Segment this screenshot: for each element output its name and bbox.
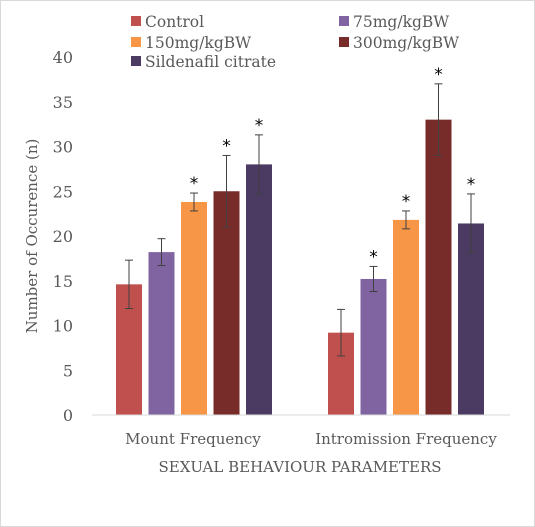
- x-category-label: Intromission Frequency: [315, 430, 497, 448]
- y-tick-label: 20: [53, 227, 73, 246]
- y-tick-label: 5: [63, 361, 73, 380]
- y-tick-label: 15: [53, 272, 73, 291]
- legend-label: 300mg/kgBW: [353, 34, 459, 52]
- legend: Control 75mg/kgBW 150mg/kgBW 300mg/kgBW Sild…: [131, 13, 459, 71]
- legend-swatch: [131, 37, 141, 47]
- y-tick-label: 0: [63, 406, 73, 425]
- x-category-label: Mount Frequency: [125, 430, 261, 448]
- y-tick-label: 10: [53, 317, 73, 336]
- bar: [425, 119, 452, 416]
- legend-label: Sildenafil citrate: [145, 53, 276, 71]
- bar: [213, 191, 240, 415]
- legend-swatch: [131, 56, 141, 66]
- x-axis-title: SEXUAL BEHAVIOUR PARAMETERS: [158, 458, 441, 476]
- legend-swatch: [131, 16, 141, 26]
- y-tick-label: 25: [53, 182, 73, 201]
- legend-label: Control: [145, 13, 204, 31]
- significance-marker: *: [255, 116, 264, 136]
- significance-marker: *: [402, 192, 411, 212]
- y-axis-title: Number of Occurence (n): [23, 139, 41, 334]
- x-axis-categories: Mount Frequency Intromission Frequency: [125, 430, 497, 448]
- significance-marker: *: [434, 65, 443, 85]
- bar: [393, 219, 419, 415]
- y-tick-label: 30: [53, 138, 73, 157]
- bar: [246, 164, 272, 415]
- significance-marker: *: [369, 247, 378, 267]
- significance-marker: *: [467, 175, 476, 195]
- legend-swatch: [339, 16, 349, 26]
- significance-marker: *: [190, 174, 199, 194]
- bar: [148, 252, 175, 415]
- legend-label: 150mg/kgBW: [145, 34, 251, 52]
- legend-swatch: [339, 37, 349, 47]
- bars: * * * * * * *: [116, 65, 484, 416]
- y-axis-ticks: 0 5 10 15 20 25 30 35 40: [53, 48, 73, 425]
- y-tick-label: 40: [53, 48, 73, 67]
- bar: [458, 223, 484, 415]
- bar: [360, 278, 387, 415]
- y-tick-label: 35: [53, 93, 73, 112]
- significance-marker: *: [222, 136, 231, 156]
- bar: [181, 201, 207, 415]
- legend-label: 75mg/kgBW: [353, 13, 449, 31]
